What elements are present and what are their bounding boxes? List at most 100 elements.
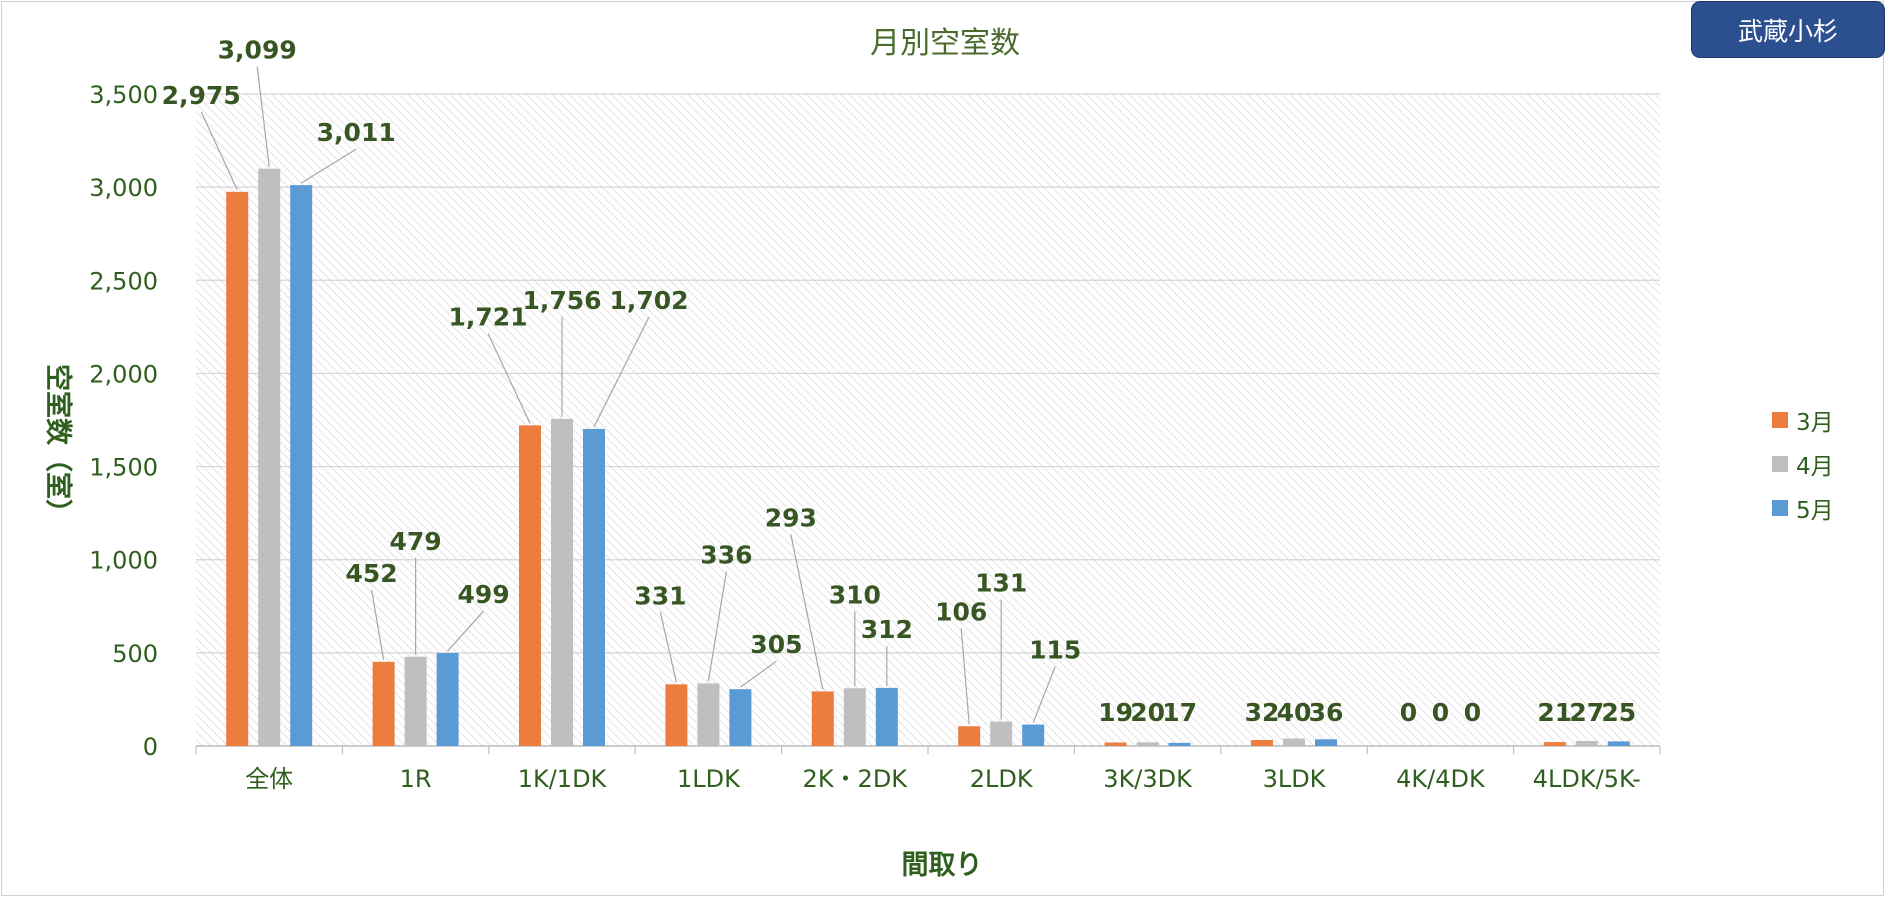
- bar-april: [843, 688, 866, 746]
- bar-may: [1315, 739, 1337, 746]
- leader-line: [447, 610, 485, 652]
- data-label-march: 0: [1400, 698, 1417, 727]
- x-tick-label: 1K/1DK: [518, 765, 608, 793]
- leader-line: [487, 333, 531, 424]
- bar-march: [958, 726, 981, 746]
- data-label-april: 336: [700, 540, 752, 569]
- data-label-april: 0: [1432, 698, 1449, 727]
- data-label-april: 1,756: [522, 286, 601, 315]
- bar-april: [404, 656, 427, 746]
- legend-item-april: 4月: [1772, 442, 1834, 486]
- data-label-march: 19: [1098, 698, 1133, 727]
- legend-label-march: 3月: [1796, 410, 1834, 436]
- data-label-march: 331: [634, 581, 686, 610]
- bar-may: [583, 428, 605, 746]
- data-label-april: 3,099: [218, 36, 297, 65]
- leader-line: [960, 628, 970, 725]
- bar-may: [1607, 741, 1630, 746]
- x-tick-label: 2LDK: [970, 765, 1034, 793]
- y-tick-label: 1,500: [89, 454, 158, 482]
- bar-may: [875, 687, 898, 746]
- bar-april: [1136, 742, 1159, 746]
- x-tick-label: 1LDK: [677, 765, 741, 793]
- bar-march: [1104, 742, 1127, 746]
- data-label-march: 21: [1537, 698, 1572, 727]
- data-label-april: 27: [1569, 698, 1604, 727]
- bar-march: [1251, 740, 1273, 746]
- axes: 0 500 1,000 1,500 2,000 2,500 3,000 3,500 全体 1R 1K…: [89, 81, 1661, 793]
- legend-label-april: 4月: [1796, 454, 1834, 480]
- leader-line: [659, 612, 677, 683]
- bar-march: [811, 691, 834, 746]
- y-tick-label: 500: [112, 640, 158, 668]
- data-label-may: 1,702: [609, 286, 688, 315]
- data-label-may: 499: [458, 580, 510, 609]
- y-tick-label: 3,500: [89, 81, 158, 109]
- leader-line: [707, 571, 727, 682]
- bars: [226, 168, 1630, 747]
- bar-march: [372, 661, 395, 746]
- bar-march: [1543, 742, 1566, 746]
- leader-line: [200, 111, 238, 191]
- x-tick-label: 3K/3DK: [1103, 765, 1193, 793]
- leader-line: [300, 148, 357, 184]
- data-label-april: 20: [1130, 698, 1165, 727]
- bar-may: [1168, 742, 1191, 746]
- data-label-may: 312: [861, 615, 913, 644]
- data-label-april: 40: [1277, 698, 1312, 727]
- legend-label-may: 5月: [1796, 498, 1834, 524]
- location-badge: 武蔵小杉: [1691, 1, 1885, 58]
- x-tick-label: 2K・2DK: [803, 765, 909, 793]
- bar-april: [258, 168, 281, 747]
- data-label-april: 479: [390, 527, 442, 556]
- bar-may: [436, 653, 459, 746]
- plot-area-background: [196, 94, 1660, 746]
- leader-line: [256, 66, 270, 167]
- y-tick-label: 3,000: [89, 174, 158, 202]
- data-label-march: 32: [1245, 698, 1280, 727]
- bar-april: [551, 418, 573, 746]
- legend-item-may: 5月: [1772, 486, 1834, 530]
- data-label-april: 131: [975, 569, 1027, 598]
- data-label-march: 2,975: [162, 81, 241, 110]
- x-axis-title: 間取り: [902, 850, 983, 881]
- y-axis-title: 空室数（室）: [42, 364, 74, 526]
- y-tick-label: 0: [143, 733, 158, 761]
- x-tick-label: 1R: [400, 765, 432, 793]
- y-tick-label: 2,000: [89, 360, 158, 388]
- data-label-may: 36: [1309, 698, 1344, 727]
- bar-april: [697, 683, 720, 746]
- leader-line: [740, 660, 777, 688]
- bar-march: [665, 684, 688, 746]
- y-tick-label: 1,000: [89, 547, 158, 575]
- data-label-march: 106: [935, 597, 987, 626]
- leader-line: [1032, 666, 1056, 723]
- bar-march: [226, 191, 249, 747]
- leader-line: [371, 589, 385, 660]
- bar-may: [729, 689, 752, 746]
- legend-swatch-march: [1772, 412, 1788, 428]
- data-label-march: 452: [346, 559, 398, 588]
- legend-swatch-may: [1772, 500, 1788, 516]
- legend-item-march: 3月: [1772, 398, 1834, 442]
- data-label-may: 25: [1601, 698, 1636, 727]
- x-tick-label: 4K/4DK: [1396, 765, 1486, 793]
- data-label-march: 293: [765, 503, 817, 532]
- data-label-march: 1,721: [448, 302, 527, 331]
- gridlines: [196, 93, 1660, 747]
- bar-april: [1575, 740, 1598, 746]
- data-label-may: 305: [750, 630, 802, 659]
- x-tick-label: 全体: [245, 765, 293, 793]
- data-label-may: 3,011: [317, 118, 396, 147]
- location-badge-label: 武蔵小杉: [1737, 16, 1838, 46]
- x-tick-label: 4LDK/5K-: [1533, 765, 1641, 793]
- chart-title: 月別空室数: [870, 26, 1020, 61]
- legend: 3月 4月 5月: [1772, 398, 1834, 530]
- bar-may: [1022, 724, 1045, 746]
- leader-line: [593, 316, 650, 428]
- bar-april: [990, 721, 1013, 746]
- data-labels: 2,975 452 1,721 331 293 106 19 32 0 21 3,099 479 1,7…: [162, 36, 1637, 727]
- bar-april: [1283, 738, 1305, 746]
- x-tick-label: 3LDK: [1263, 765, 1327, 793]
